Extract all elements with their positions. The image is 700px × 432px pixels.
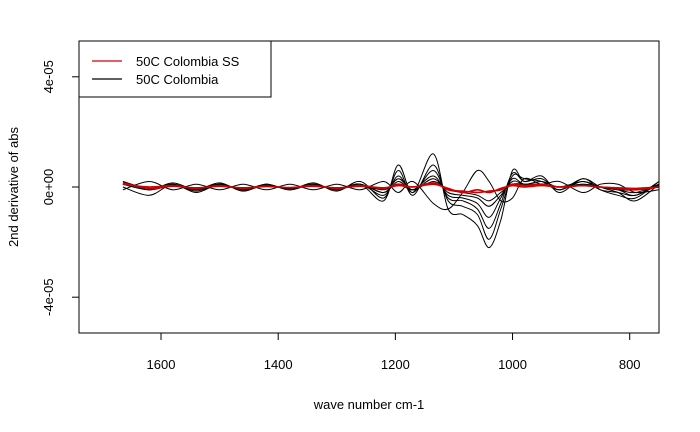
x-axis-title: wave number cm-1: [313, 397, 425, 412]
series-line-black-0: [122, 153, 659, 249]
x-tick-label: 800: [619, 357, 641, 372]
legend-label-colombia: 50C Colombia: [136, 72, 219, 87]
x-ticks: 1600 1400 1200 1000 800: [147, 333, 641, 372]
y-ticks: 4e-05 0e+00 -4e-05: [41, 60, 79, 316]
series-line-black-2: [122, 170, 659, 229]
x-axis: 1600 1400 1200 1000 800: [147, 332, 641, 372]
series-line-black-3: [122, 175, 659, 218]
legend-box: [78, 40, 272, 98]
y-axis-title: 2nd derivative of abs: [6, 127, 21, 247]
y-tick-label: 4e-05: [41, 60, 56, 93]
y-tick-label: -4e-05: [41, 278, 56, 316]
series-layer: [122, 153, 659, 249]
x-tick-label: 1400: [264, 357, 293, 372]
x-tick-label: 1600: [147, 357, 176, 372]
y-tick-label: 0e+00: [41, 169, 56, 206]
legend-label-ss: 50C Colombia SS: [136, 54, 240, 69]
series-line-red-8: [122, 182, 659, 194]
x-tick-label: 1200: [381, 357, 410, 372]
series-line-black-5: [122, 169, 659, 211]
legend: 50C Colombia SS 50C Colombia: [78, 40, 272, 98]
y-axis: 4e-05 0e+00 -4e-05: [41, 60, 80, 316]
x-tick-label: 1000: [498, 357, 527, 372]
series-line-black-1: [122, 164, 659, 240]
